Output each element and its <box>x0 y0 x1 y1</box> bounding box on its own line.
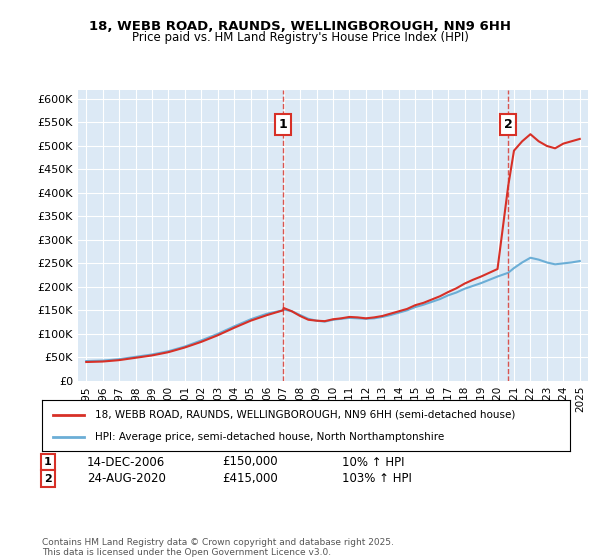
Text: HPI: Average price, semi-detached house, North Northamptonshire: HPI: Average price, semi-detached house,… <box>95 432 444 442</box>
Text: 18, WEBB ROAD, RAUNDS, WELLINGBOROUGH, NN9 6HH (semi-detached house): 18, WEBB ROAD, RAUNDS, WELLINGBOROUGH, N… <box>95 409 515 419</box>
Text: 18, WEBB ROAD, RAUNDS, WELLINGBOROUGH, NN9 6HH: 18, WEBB ROAD, RAUNDS, WELLINGBOROUGH, N… <box>89 20 511 32</box>
Text: 1: 1 <box>278 118 287 131</box>
Text: 2: 2 <box>504 118 512 131</box>
Text: Price paid vs. HM Land Registry's House Price Index (HPI): Price paid vs. HM Land Registry's House … <box>131 31 469 44</box>
Text: 24-AUG-2020: 24-AUG-2020 <box>87 472 166 486</box>
Text: 2: 2 <box>44 474 52 484</box>
Text: 1: 1 <box>44 457 52 467</box>
Text: £150,000: £150,000 <box>222 455 278 469</box>
Text: £415,000: £415,000 <box>222 472 278 486</box>
Text: 14-DEC-2006: 14-DEC-2006 <box>87 455 165 469</box>
Text: 103% ↑ HPI: 103% ↑ HPI <box>342 472 412 486</box>
Text: 10% ↑ HPI: 10% ↑ HPI <box>342 455 404 469</box>
Text: Contains HM Land Registry data © Crown copyright and database right 2025.
This d: Contains HM Land Registry data © Crown c… <box>42 538 394 557</box>
